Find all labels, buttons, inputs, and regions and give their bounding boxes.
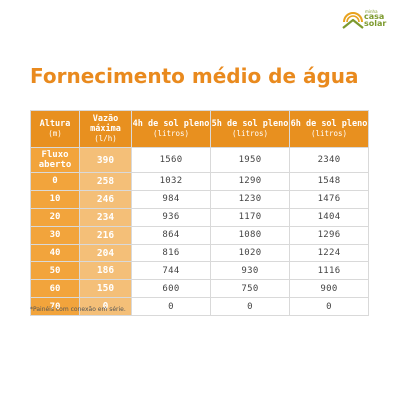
table-row: Fluxo aberto 390 1560 1950 2340 bbox=[30, 147, 369, 173]
cell-5h: 750 bbox=[210, 279, 290, 299]
cell-4h: 1032 bbox=[131, 172, 211, 191]
cell-4h: 1560 bbox=[131, 147, 211, 173]
cell-6h: 1116 bbox=[289, 261, 369, 281]
cell-altura: 60 bbox=[30, 279, 80, 299]
page-title: Fornecimento médio de água bbox=[30, 64, 359, 88]
cell-5h: 1950 bbox=[210, 147, 290, 173]
cell-6h: 1404 bbox=[289, 207, 369, 227]
cell-vazao: 234 bbox=[79, 207, 132, 227]
table-row: 10 246 984 1230 1476 bbox=[30, 189, 369, 209]
cell-6h: 1296 bbox=[289, 225, 369, 245]
logo-line2: solar bbox=[364, 19, 387, 28]
table-row: 70 0 0 0 0 bbox=[30, 297, 369, 317]
table-row: 60 150 600 750 900 bbox=[30, 279, 369, 299]
cell-6h: 900 bbox=[289, 279, 369, 299]
water-supply-table: Altura (m) Vazão máxima (l/h) 4h de sol pl… bbox=[30, 110, 369, 317]
cell-4h: 936 bbox=[131, 207, 211, 227]
cell-4h: 816 bbox=[131, 243, 211, 263]
header-altura: Altura (m) bbox=[30, 110, 80, 148]
brand-logo: minha casa solar bbox=[342, 8, 390, 34]
cell-altura: 10 bbox=[30, 189, 80, 209]
cell-4h: 600 bbox=[131, 279, 211, 299]
cell-vazao: 0 bbox=[79, 297, 132, 317]
cell-vazao: 258 bbox=[79, 172, 132, 191]
table-row: 40 204 816 1020 1224 bbox=[30, 243, 369, 263]
cell-5h: 1020 bbox=[210, 243, 290, 263]
cell-5h: 0 bbox=[210, 297, 290, 317]
table-row: 20 234 936 1170 1404 bbox=[30, 207, 369, 227]
cell-5h: 1290 bbox=[210, 172, 290, 191]
cell-vazao: 150 bbox=[79, 279, 132, 299]
cell-4h: 0 bbox=[131, 297, 211, 317]
cell-6h: 0 bbox=[289, 297, 369, 317]
cell-5h: 930 bbox=[210, 261, 290, 281]
table-row: 30 216 864 1080 1296 bbox=[30, 225, 369, 245]
cell-altura: 50 bbox=[30, 261, 80, 281]
cell-6h: 1476 bbox=[289, 189, 369, 209]
cell-altura: 70 bbox=[30, 297, 80, 317]
logo-small-text: minha bbox=[365, 9, 378, 14]
cell-6h: 2340 bbox=[289, 147, 369, 173]
house-sun-icon bbox=[342, 12, 364, 29]
cell-5h: 1230 bbox=[210, 189, 290, 209]
cell-vazao: 186 bbox=[79, 261, 132, 281]
cell-altura: 40 bbox=[30, 243, 80, 263]
footnote: *Painéis com conexão em série. bbox=[30, 306, 126, 313]
header-5h: 5h de sol pleno (litros) bbox=[210, 110, 290, 148]
cell-vazao: 216 bbox=[79, 225, 132, 245]
header-4h: 4h de sol pleno (litros) bbox=[131, 110, 211, 148]
cell-altura: Fluxo aberto bbox=[30, 147, 80, 173]
logo-line1: casa bbox=[364, 12, 385, 21]
header-6h: 6h de sol pleno (litros) bbox=[289, 110, 369, 148]
cell-4h: 864 bbox=[131, 225, 211, 245]
cell-4h: 744 bbox=[131, 261, 211, 281]
header-vazao: Vazão máxima (l/h) bbox=[79, 110, 132, 148]
cell-altura: 30 bbox=[30, 225, 80, 245]
cell-vazao: 204 bbox=[79, 243, 132, 263]
cell-altura: 0 bbox=[30, 172, 80, 191]
table-row: 50 186 744 930 1116 bbox=[30, 261, 369, 281]
cell-vazao: 390 bbox=[79, 147, 132, 173]
cell-altura: 20 bbox=[30, 207, 80, 227]
logo-name: casa solar bbox=[364, 12, 387, 28]
cell-6h: 1548 bbox=[289, 172, 369, 191]
table-header-row: Altura (m) Vazão máxima (l/h) 4h de sol pl… bbox=[30, 110, 369, 148]
cell-6h: 1224 bbox=[289, 243, 369, 263]
cell-vazao: 246 bbox=[79, 189, 132, 209]
cell-5h: 1080 bbox=[210, 225, 290, 245]
table-row: 0 258 1032 1290 1548 bbox=[30, 172, 369, 191]
cell-4h: 984 bbox=[131, 189, 211, 209]
cell-5h: 1170 bbox=[210, 207, 290, 227]
